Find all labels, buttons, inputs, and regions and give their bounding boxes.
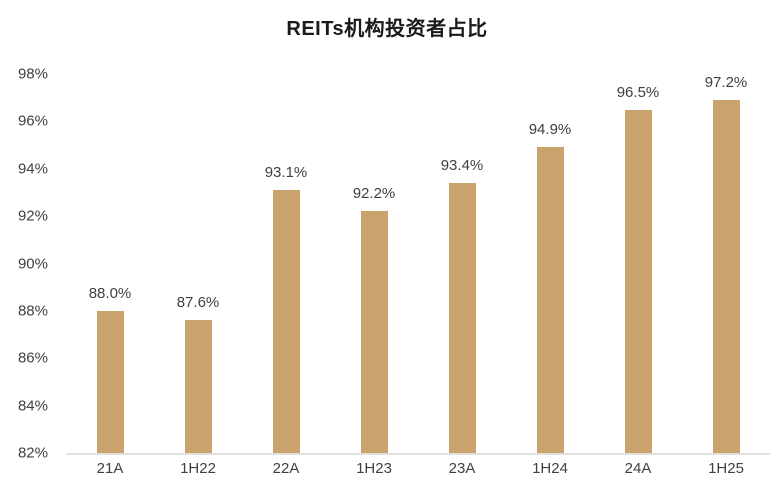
- bar-slot: 87.6%: [154, 74, 242, 453]
- y-axis-tick-label: 84%: [17, 397, 48, 415]
- y-axis-tick-label: 90%: [17, 255, 48, 272]
- y-axis-tick-label: 86%: [17, 349, 48, 367]
- x-axis: 21A 1H22 22A 1H23 23A 1H24 24A 1H25: [66, 460, 770, 477]
- x-axis-category-label: 23A: [448, 460, 476, 477]
- bar-slot: 88.0%: [66, 74, 154, 453]
- bar: [536, 147, 564, 453]
- x-axis-category-label: 1H24: [532, 460, 568, 477]
- y-axis-tick-label: 96%: [17, 112, 48, 130]
- x-axis-category-label: 22A: [272, 460, 300, 477]
- bar: [360, 211, 388, 453]
- bar-value-label: 94.9%: [528, 121, 572, 139]
- bar-slot: 96.5%: [594, 74, 682, 453]
- bar: [272, 190, 300, 453]
- chart-title: REITs机构投资者占比: [286, 18, 488, 40]
- x-axis-category-label: 1H23: [356, 460, 392, 477]
- bar-value-label: 92.2%: [352, 185, 396, 203]
- y-axis-tick-label: 98%: [17, 65, 48, 83]
- bar-slot: 97.2%: [682, 74, 770, 453]
- bar: [624, 109, 652, 453]
- y-axis-tick-label: 94%: [17, 160, 48, 178]
- x-axis-category-label: 1H25: [708, 460, 744, 477]
- bar-slot: 93.1%: [242, 74, 330, 453]
- bar-value-label: 87.6%: [176, 294, 220, 312]
- x-axis-category-label: 1H22: [180, 460, 216, 477]
- bar-slot: 92.2%: [330, 74, 418, 453]
- bar-value-label: 88.0%: [88, 284, 132, 302]
- bar: [712, 100, 740, 453]
- x-axis-category-label: 21A: [96, 460, 124, 477]
- bar: [96, 310, 124, 453]
- y-axis-tick-label: 92%: [17, 207, 48, 225]
- y-axis-tick-label: 82%: [17, 444, 48, 462]
- bar-slot: 93.4%: [418, 74, 506, 453]
- bar-value-label: 93.1%: [264, 164, 308, 182]
- plot-area: 88.0% 87.6% 93.1% 92.2% 93.4% 94.9% 96.5% 97.2%: [66, 74, 770, 455]
- bar-slot: 94.9%: [506, 74, 594, 453]
- y-axis-tick-label: 88%: [17, 302, 48, 320]
- bar: [184, 320, 212, 453]
- bar-value-label: 97.2%: [704, 74, 748, 91]
- y-axis: 98% 96% 94% 92% 90% 88% 86% 84% 82%: [0, 66, 54, 462]
- bar: [448, 182, 476, 453]
- x-axis-category-label: 24A: [624, 460, 652, 477]
- bar-value-label: 93.4%: [440, 156, 484, 174]
- bar-value-label: 96.5%: [616, 83, 660, 101]
